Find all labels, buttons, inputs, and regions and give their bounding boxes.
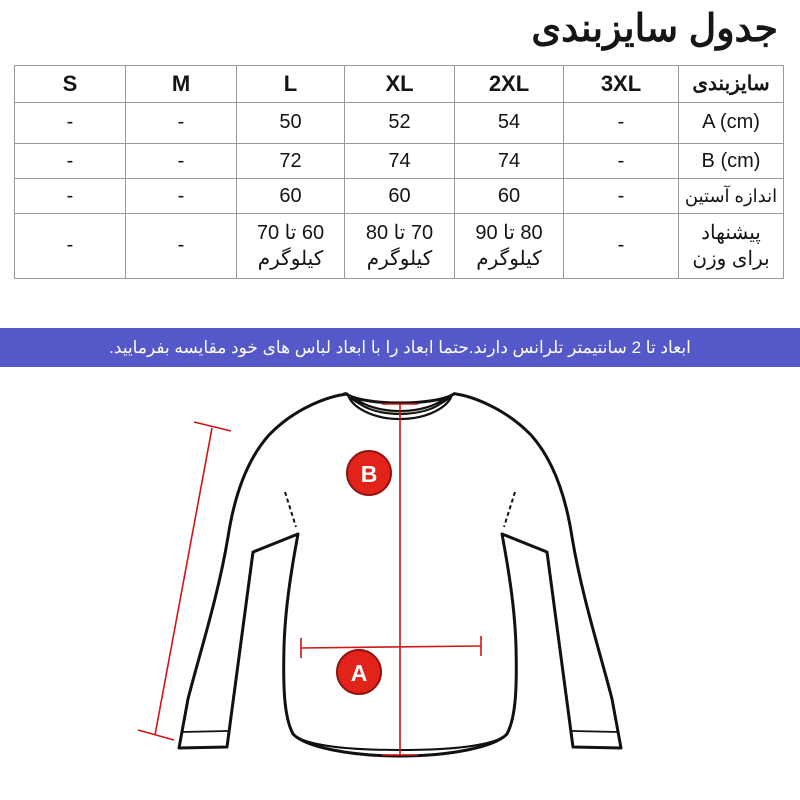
svg-text:A: A <box>351 660 368 686</box>
svg-text:B: B <box>361 461 378 487</box>
